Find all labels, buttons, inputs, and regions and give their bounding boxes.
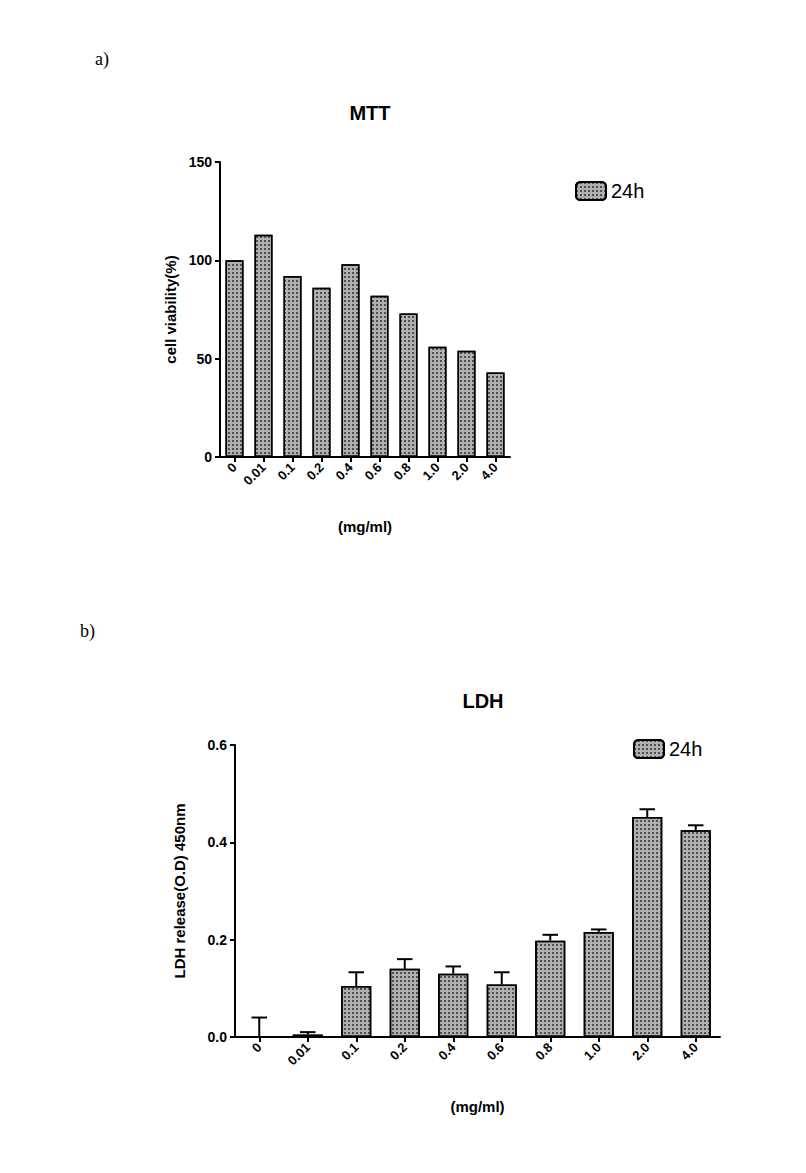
svg-text:24h: 24h xyxy=(611,180,644,202)
svg-text:LDH: LDH xyxy=(462,690,503,712)
svg-text:100: 100 xyxy=(189,252,213,268)
svg-text:0: 0 xyxy=(224,460,240,476)
svg-text:4.0: 4.0 xyxy=(678,1040,701,1063)
svg-text:cell viability(%): cell viability(%) xyxy=(162,255,179,363)
svg-text:LDH release(O.D) 450nm: LDH release(O.D) 450nm xyxy=(171,803,188,978)
svg-text:0.4: 0.4 xyxy=(208,834,228,850)
svg-text:0.4: 0.4 xyxy=(435,1039,459,1063)
svg-text:4.0: 4.0 xyxy=(477,460,500,483)
svg-text:2.0: 2.0 xyxy=(629,1040,652,1063)
svg-text:MTT: MTT xyxy=(349,102,390,124)
svg-text:b): b) xyxy=(80,621,95,642)
svg-text:50: 50 xyxy=(196,351,212,367)
svg-text:0.8: 0.8 xyxy=(390,460,413,483)
svg-text:0.1: 0.1 xyxy=(338,1040,361,1063)
svg-text:0.01: 0.01 xyxy=(285,1040,313,1068)
svg-text:0: 0 xyxy=(204,449,212,465)
svg-text:0.6: 0.6 xyxy=(361,460,384,483)
svg-text:0.6: 0.6 xyxy=(208,737,228,753)
svg-text:0: 0 xyxy=(249,1040,265,1056)
svg-text:150: 150 xyxy=(189,154,213,170)
svg-text:2.0: 2.0 xyxy=(448,460,471,483)
svg-text:0.2: 0.2 xyxy=(303,460,326,483)
svg-text:24h: 24h xyxy=(669,738,702,760)
svg-text:(mg/ml): (mg/ml) xyxy=(450,1098,504,1115)
svg-text:0.2: 0.2 xyxy=(208,932,228,948)
svg-text:0.4: 0.4 xyxy=(332,459,356,483)
svg-text:a): a) xyxy=(95,49,109,70)
svg-text:0.8: 0.8 xyxy=(532,1040,555,1063)
svg-text:0.0: 0.0 xyxy=(208,1029,228,1045)
svg-text:1.0: 1.0 xyxy=(419,460,442,483)
svg-text:1.0: 1.0 xyxy=(581,1040,604,1063)
svg-text:0.1: 0.1 xyxy=(274,460,297,483)
svg-text:0.2: 0.2 xyxy=(387,1040,410,1063)
svg-text:0.01: 0.01 xyxy=(240,460,268,488)
svg-text:(mg/ml): (mg/ml) xyxy=(338,518,392,535)
svg-text:0.6: 0.6 xyxy=(484,1040,507,1063)
